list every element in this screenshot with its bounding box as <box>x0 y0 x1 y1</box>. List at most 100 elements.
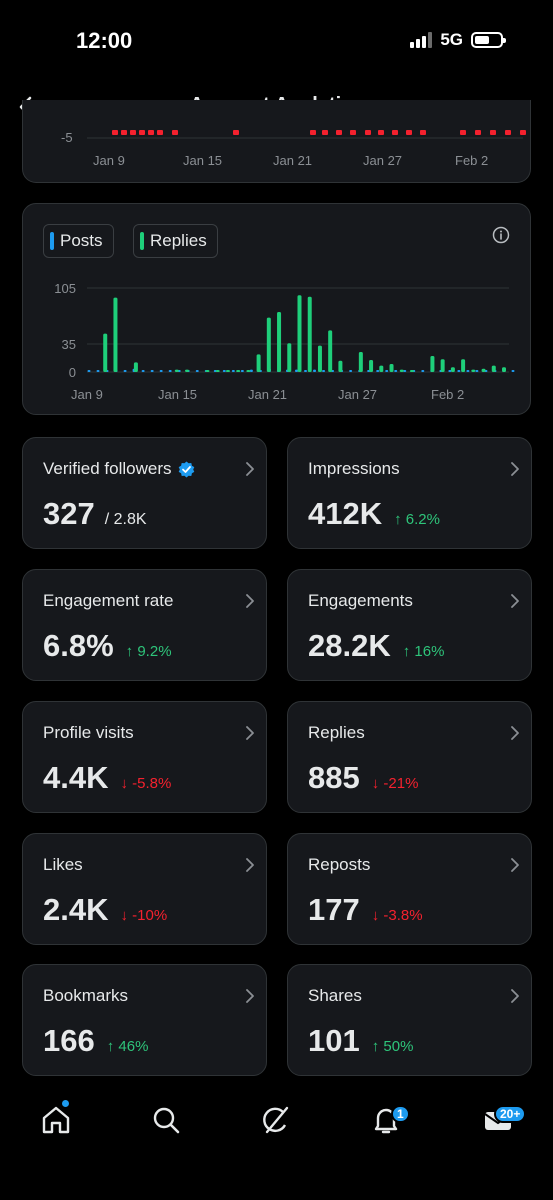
grok-icon[interactable] <box>260 1104 292 1136</box>
stat-card-engagement-rate[interactable]: Engagement rate 6.8% ↑ 9.2% <box>22 569 267 681</box>
stat-label: Bookmarks <box>43 986 128 1006</box>
negative-bar <box>148 130 154 135</box>
replies-bar <box>440 359 445 372</box>
posts-bar <box>403 370 407 372</box>
replies-bar <box>103 333 108 372</box>
stat-card-likes[interactable]: Likes 2.4K ↓ -10% <box>22 833 267 945</box>
stat-value-row: 327 / 2.8K <box>43 496 147 532</box>
replies-bar <box>450 367 455 372</box>
x-tick-label: Jan 15 <box>158 387 197 402</box>
info-icon[interactable] <box>492 226 510 244</box>
posts-bar <box>141 370 145 372</box>
replies-bar <box>277 312 282 372</box>
stat-label: Impressions <box>308 459 400 479</box>
x-tick-label: Jan 9 <box>71 387 103 402</box>
stat-label: Replies <box>308 723 365 743</box>
posts-bar <box>304 370 308 372</box>
home-activity-dot <box>61 1099 70 1108</box>
replies-bar <box>471 369 476 372</box>
posts-bar <box>150 370 154 372</box>
chevron-right-icon <box>246 858 254 872</box>
stat-change: ↓ -21% <box>371 775 419 792</box>
stat-card-profile-visits[interactable]: Profile visits 4.4K ↓ -5.8% <box>22 701 267 813</box>
replies-bar <box>409 370 414 372</box>
stat-value: 2.4K <box>43 892 109 927</box>
bottom-tab-bar: 1 20+ <box>0 1090 553 1200</box>
posts-bar <box>294 369 298 372</box>
bell-icon[interactable] <box>370 1104 402 1136</box>
stat-value-row: 28.2K ↑ 16% <box>308 628 444 664</box>
stat-label: Engagement rate <box>43 591 173 611</box>
stat-value: 28.2K <box>308 628 391 663</box>
stat-card-replies[interactable]: Replies 885 ↓ -21% <box>287 701 532 813</box>
posts-bar <box>87 370 91 372</box>
stat-value: 101 <box>308 1023 360 1058</box>
negative-bar <box>460 130 466 135</box>
stat-label-text: Bookmarks <box>43 986 129 1005</box>
posts-bar <box>448 370 452 372</box>
chevron-right-icon <box>511 462 519 476</box>
home-icon[interactable] <box>40 1104 72 1136</box>
stat-card-impressions[interactable]: Impressions 412K ↑ 6.2% <box>287 437 532 549</box>
chevron-right-icon <box>246 726 254 740</box>
negative-bar <box>520 130 526 135</box>
y-tick-label: 35 <box>62 337 76 352</box>
chevron-right-icon <box>511 858 519 872</box>
replies-bar <box>297 295 302 372</box>
replies-bar <box>133 362 138 372</box>
y-tick-label: 105 <box>54 281 76 296</box>
stat-label: Engagements <box>308 591 413 611</box>
negative-bar <box>406 130 412 135</box>
stat-card-shares[interactable]: Shares 101 ↑ 50% <box>287 964 532 1076</box>
battery-icon <box>471 32 506 48</box>
stat-change: ↑ 16% <box>402 643 445 660</box>
signal-icon <box>410 32 433 48</box>
replies-bar <box>246 370 251 372</box>
y-tick-label: 0 <box>69 365 76 380</box>
stat-card-bookmarks[interactable]: Bookmarks 166 ↑ 46% <box>22 964 267 1076</box>
chevron-right-icon <box>511 726 519 740</box>
stat-label: Profile visits <box>43 723 134 743</box>
posts-replies-chart-card: Posts Replies 0 35 105 Jan 9 Jan 15 Jan 21 Jan… <box>22 203 531 415</box>
legend-replies-label: Replies <box>150 231 207 250</box>
negative-bar <box>157 130 163 135</box>
followers-chart-card: -5 Jan 9 Jan 15 Jan 21 Jan 27 Feb 2 <box>22 100 531 183</box>
legend-posts-chip[interactable]: Posts <box>43 224 114 258</box>
stat-label-text: Shares <box>308 986 362 1005</box>
posts-bar <box>466 370 470 372</box>
legend-replies-chip[interactable]: Replies <box>133 224 218 258</box>
replies-bar <box>185 369 190 372</box>
replies-bar <box>225 370 230 372</box>
stat-change: ↓ -10% <box>120 907 168 924</box>
y-tick-label: -5 <box>61 130 73 145</box>
stat-card-verified-followers[interactable]: Verified followers 327 / 2.8K <box>22 437 267 549</box>
posts-bar <box>249 369 253 372</box>
x-tick-label: Feb 2 <box>431 387 464 402</box>
replies-bar <box>307 296 312 372</box>
stat-label-text: Likes <box>43 855 83 874</box>
stat-value: 885 <box>308 760 360 795</box>
x-tick-label: Jan 9 <box>93 153 125 168</box>
x-tick-label: Jan 21 <box>273 153 312 168</box>
stat-change: ↓ -3.8% <box>371 907 423 924</box>
replies-bar <box>430 356 435 372</box>
stat-card-engagements[interactable]: Engagements 28.2K ↑ 16% <box>287 569 532 681</box>
replies-bar <box>256 354 261 372</box>
posts-bar <box>123 370 127 372</box>
stat-change: ↑ 50% <box>371 1038 414 1055</box>
negative-bar <box>121 130 127 135</box>
posts-bar <box>394 370 398 372</box>
negative-bar <box>505 130 511 135</box>
search-icon[interactable] <box>150 1104 182 1136</box>
posts-swatch <box>50 232 54 250</box>
stat-label: Shares <box>308 986 362 1006</box>
stat-label: Reposts <box>308 855 370 875</box>
replies-bar <box>266 317 271 372</box>
replies-swatch <box>140 232 144 250</box>
network-type: 5G <box>440 30 463 49</box>
replies-bar <box>358 352 363 372</box>
posts-bar <box>195 370 199 372</box>
negative-bar <box>233 130 239 135</box>
stat-card-reposts[interactable]: Reposts 177 ↓ -3.8% <box>287 833 532 945</box>
messages-badge: 20+ <box>494 1105 527 1123</box>
